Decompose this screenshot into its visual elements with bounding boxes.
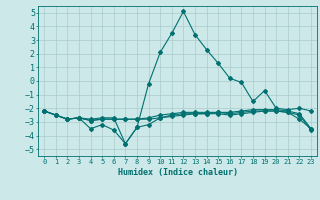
X-axis label: Humidex (Indice chaleur): Humidex (Indice chaleur) [118,168,238,177]
